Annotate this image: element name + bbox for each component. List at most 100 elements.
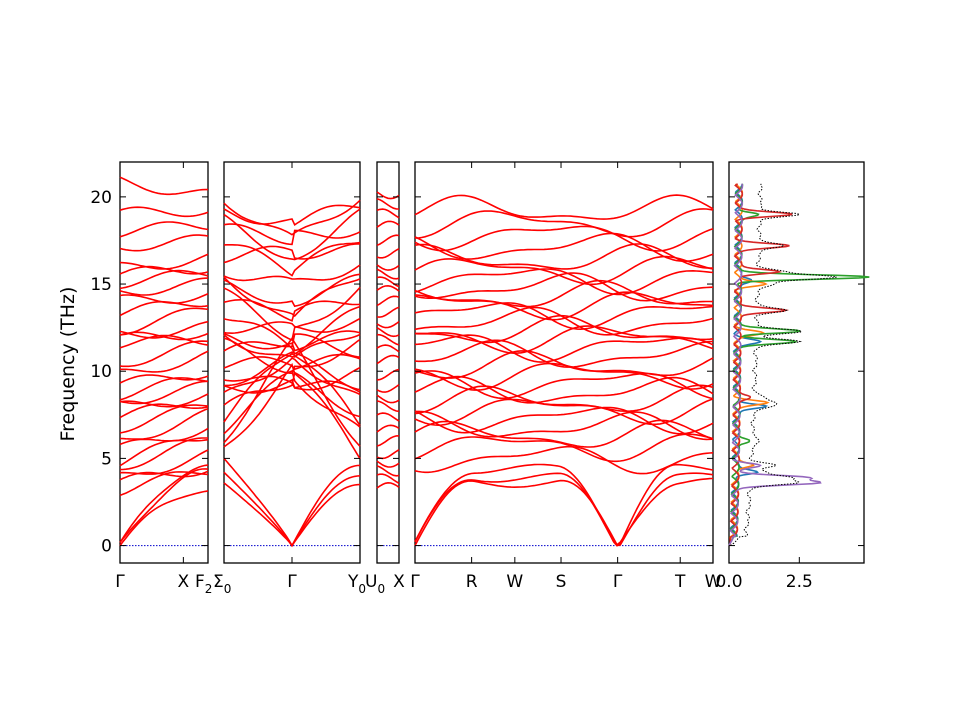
phonon-band [414, 398, 714, 427]
phonon-band [223, 264, 361, 282]
panel-frame [223, 161, 361, 564]
phonon-band [376, 333, 400, 346]
phonon-band [414, 410, 714, 441]
dos-x-tick-label: 0.0 [715, 572, 742, 592]
panel-frame [414, 161, 714, 564]
phonon-band [223, 353, 361, 371]
phonon-band [376, 198, 400, 210]
phonon-band [376, 234, 400, 246]
phonon-band [119, 334, 209, 349]
phonon-band [376, 400, 400, 413]
phonon-band [119, 470, 209, 481]
phonon-band [223, 243, 360, 264]
phonon-band [376, 191, 400, 200]
phonon-band [376, 284, 400, 292]
phonon-band [376, 394, 400, 404]
x-tick-label: X [178, 572, 190, 592]
phonon-band [414, 194, 714, 220]
phonon-band [223, 351, 361, 391]
x-tick-label: Γ [410, 572, 420, 592]
phonon-band [414, 291, 714, 321]
phonon-band [119, 490, 209, 547]
phonon-band [414, 350, 714, 379]
phonon-band [414, 302, 714, 331]
phonon-band [414, 255, 714, 286]
phonon-band [119, 221, 209, 238]
phonon-band [223, 333, 361, 358]
phonon-band [119, 206, 209, 218]
phonon-band [414, 339, 714, 368]
phonon-band [414, 445, 714, 475]
phonon-band [223, 317, 361, 335]
phonon-band [223, 378, 361, 394]
phonon-band [223, 457, 361, 548]
phonon-band [376, 248, 400, 259]
dos-frame [728, 161, 865, 564]
x-tick-label-u0: U0 [365, 572, 385, 596]
phonon-band [223, 208, 361, 261]
phonon-band [376, 344, 400, 353]
phonon-band [414, 406, 714, 435]
x-tick-label-y0: Y0 [347, 572, 366, 596]
phonon-band [414, 463, 714, 547]
total-dos-line [730, 183, 837, 547]
phonon-band [223, 362, 361, 460]
phonon-band [119, 253, 209, 270]
phonon-band [414, 268, 714, 296]
phonon-band [223, 241, 361, 277]
x-tick-label: Γ [613, 572, 623, 592]
phonon-band [119, 403, 209, 419]
phonon-band [223, 366, 361, 391]
phonon-band [223, 330, 361, 352]
x-tick-label-f2: F2 [195, 572, 212, 596]
phonon-band [119, 404, 209, 434]
y-axis-label: Frequency (THz) [57, 287, 79, 442]
phonon-band [119, 437, 208, 471]
phonon-band [119, 307, 209, 336]
phonon-band [223, 199, 361, 236]
phonon-band [376, 384, 400, 393]
phonon-band [119, 340, 209, 368]
phonon-band [376, 268, 400, 280]
phonon-band [414, 306, 714, 336]
phonon-band [414, 279, 714, 308]
phonon-band [414, 272, 714, 302]
x-tick-label: T [674, 572, 686, 592]
x-tick-label: W [705, 572, 722, 592]
phonon-band [414, 375, 714, 404]
phonon-band [414, 370, 714, 400]
phonon-band [223, 357, 361, 396]
phonon-band [119, 380, 209, 405]
phonon-band [120, 350, 209, 373]
phonon-band [376, 449, 400, 460]
x-tick-label: W [506, 572, 523, 592]
phonon-band [414, 433, 714, 463]
panel-frame [376, 161, 400, 564]
phonon-band [223, 286, 361, 342]
phonon-band [376, 412, 400, 422]
phonon-band [119, 393, 209, 408]
phonon-band [376, 424, 400, 433]
x-tick-label: S [556, 572, 567, 592]
phonon-band [223, 299, 361, 322]
phonon-band [119, 269, 209, 290]
phonon-band [376, 295, 400, 307]
phonon-band [376, 460, 400, 468]
y-tick-label: 5 [101, 449, 112, 469]
phonon-band [119, 464, 209, 544]
phonon-band [376, 354, 400, 365]
phonon-band [223, 305, 361, 356]
y-tick-label: 10 [90, 362, 112, 382]
phonon-band [119, 468, 209, 543]
dos-x-tick-label: 2.5 [786, 572, 813, 592]
phonon-band [119, 234, 209, 252]
phonon-band [119, 449, 209, 475]
y-tick-label: 0 [101, 537, 112, 557]
y-tick-label: 15 [90, 275, 112, 295]
phonon-band [414, 472, 714, 547]
phonon-band [414, 477, 714, 546]
x-tick-label: X [393, 572, 405, 592]
phonon-band [223, 333, 361, 358]
phonon-band [414, 334, 714, 363]
